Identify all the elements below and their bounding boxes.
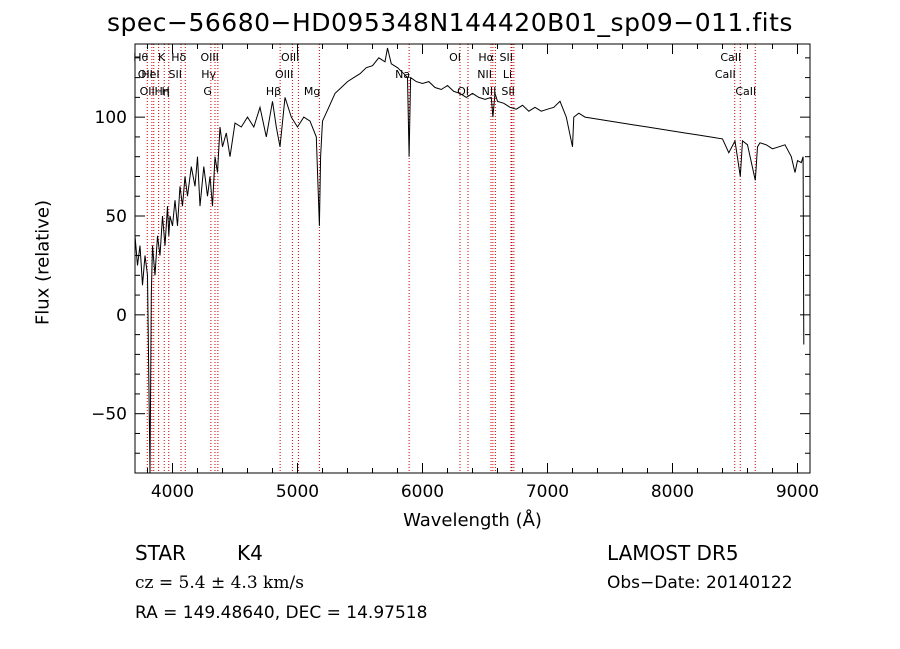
spectral-line-label-26-0: CaII	[735, 85, 756, 98]
spectral-line-label-5-0: Hη	[155, 85, 170, 98]
spectral-line-label-19-0: Hα	[478, 51, 494, 64]
x-axis-label: Wavelength (Å)	[403, 510, 542, 531]
spectral-line-label-14-0: Mg	[304, 85, 320, 98]
y-tick-label-100: 100	[95, 108, 127, 128]
spectrum-series	[134, 47, 805, 474]
spectral-line-label-6-0: SII	[169, 68, 182, 81]
spectral-line-label-12-0: OIII	[275, 68, 293, 81]
spectral-line-label-4-0: K	[158, 51, 166, 64]
x-tick-label-5000: 5000	[276, 482, 319, 502]
spectral-line-label-9-0: Hγ	[201, 68, 216, 81]
spectral-line-label-25-0: CaII	[720, 51, 741, 64]
spectral-line-labels: HθOIIOIIHeIKHηHSIIHδGHγOIIIHβOIIIOIIIMgN…	[133, 51, 756, 98]
spectral-line-label-11-0: Hβ	[266, 85, 281, 98]
spectral-line-label-3-0: HeI	[141, 68, 159, 81]
spectral-line-label-18-0: NII	[477, 68, 492, 81]
redshift-cz: cz = 5.4 ± 4.3 km/s	[135, 573, 304, 593]
spectral-line-label-24-0: CaII	[715, 68, 736, 81]
survey-name: LAMOST DR5	[607, 541, 739, 565]
x-tick-label-9000: 9000	[776, 482, 819, 502]
x-tick-label-4000: 4000	[151, 482, 194, 502]
spectrum-line-0	[134, 47, 805, 474]
y-tick-label-0: 0	[116, 306, 127, 326]
spectral-line-markers	[146, 44, 756, 473]
ra-dec: RA = 149.48640, DEC = 14.97518	[135, 603, 428, 623]
axis-ticks: 4000 5000 6000 7000 8000 9000 −50 0 50 100	[91, 44, 819, 502]
spectral-line-label-8-0: G	[203, 85, 212, 98]
spectral-line-label-21-0: Li	[503, 68, 512, 81]
spectral-line-label-7-0: Hδ	[171, 51, 186, 64]
spectral-line-label-15-0: Na	[395, 68, 410, 81]
y-tick-label--50: −50	[91, 405, 127, 425]
spectral-line-label-20-0: NII	[482, 85, 497, 98]
object-class: STAR	[135, 541, 186, 565]
spectral-line-label-22-0: SII	[500, 51, 513, 64]
chart-title: spec−56680−HD095348N144420B01_sp09−011.f…	[107, 8, 793, 37]
spectral-line-label-5-1: H	[161, 85, 169, 98]
spectral-line-label-0-0: Hθ	[133, 51, 148, 64]
plot-frame	[134, 43, 811, 474]
x-tick-label-8000: 8000	[651, 482, 694, 502]
spectral-line-label-1-0: OII	[138, 68, 153, 81]
object-subclass: K4	[237, 541, 263, 565]
spectral-line-label-10-0: OIII	[200, 51, 218, 64]
y-axis-label: Flux (relative)	[32, 199, 54, 326]
observation-date: Obs−Date: 20140122	[607, 573, 793, 593]
spectral-line-label-16-0: OI	[449, 51, 461, 64]
x-tick-label-7000: 7000	[526, 482, 569, 502]
y-tick-label-50: 50	[105, 207, 127, 227]
x-tick-label-6000: 6000	[401, 482, 444, 502]
spectral-line-label-17-0: OI	[457, 85, 469, 98]
spectral-line-label-13-0: OIII	[281, 51, 299, 64]
spectral-line-label-2-0: OII	[140, 85, 155, 98]
spectral-line-label-23-0: SII	[501, 85, 514, 98]
